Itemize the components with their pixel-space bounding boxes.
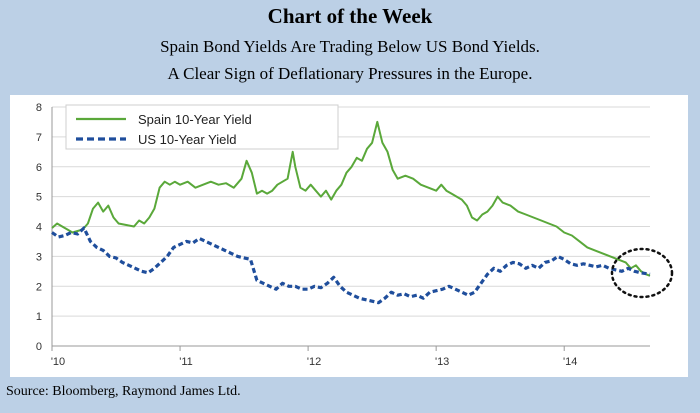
y-tick-label: 6 xyxy=(36,162,42,174)
axes: 0 1 2 3 4 5 6 7 8 '10 '11 '12 '13 '14 xyxy=(36,102,650,368)
x-tick-label: '12 xyxy=(307,356,321,368)
series-line-spain xyxy=(51,120,651,277)
y-tick-label: 8 xyxy=(36,102,42,114)
x-tick-label: '14 xyxy=(563,356,577,368)
series-lines xyxy=(51,120,651,305)
chart-subtitle-line-1: Spain Bond Yields Are Trading Below US B… xyxy=(160,37,540,56)
annotation-dotted-circle xyxy=(610,247,674,299)
source-note: Source: Bloomberg, Raymond James Ltd. xyxy=(6,384,241,399)
yield-line-chart: 0 1 2 3 4 5 6 7 8 '10 '11 '12 '13 '14 Spain 10-Year Y… xyxy=(36,102,674,368)
y-tick-label: 0 xyxy=(36,341,42,353)
y-tick-label: 7 xyxy=(36,132,42,144)
gridlines xyxy=(52,106,650,347)
y-tick-label: 4 xyxy=(36,222,42,234)
x-tick-label: '10 xyxy=(51,356,65,368)
legend-box xyxy=(65,104,339,150)
series-line-us xyxy=(51,226,651,305)
chart-title: Chart of the Week xyxy=(267,4,433,28)
legend-label-spain: Spain 10-Year Yield xyxy=(138,112,252,127)
annotation xyxy=(610,247,674,299)
chart-panel: 0 1 2 3 4 5 6 7 8 '10 '11 '12 '13 '14 Spain 10-Year Y… xyxy=(10,95,688,377)
y-tick-label: 2 xyxy=(36,281,42,293)
x-tick-label: '13 xyxy=(435,356,449,368)
y-tick-label: 1 xyxy=(36,311,42,323)
x-tick-label: '11 xyxy=(179,356,193,368)
chart-subtitle-line-2: A Clear Sign of Deflationary Pressures i… xyxy=(167,64,533,83)
legend: Spain 10-Year Yield US 10-Year Yield xyxy=(65,104,339,150)
legend-label-us: US 10-Year Yield xyxy=(138,132,237,147)
y-tick-label: 5 xyxy=(36,192,42,204)
y-tick-label: 3 xyxy=(36,251,42,263)
